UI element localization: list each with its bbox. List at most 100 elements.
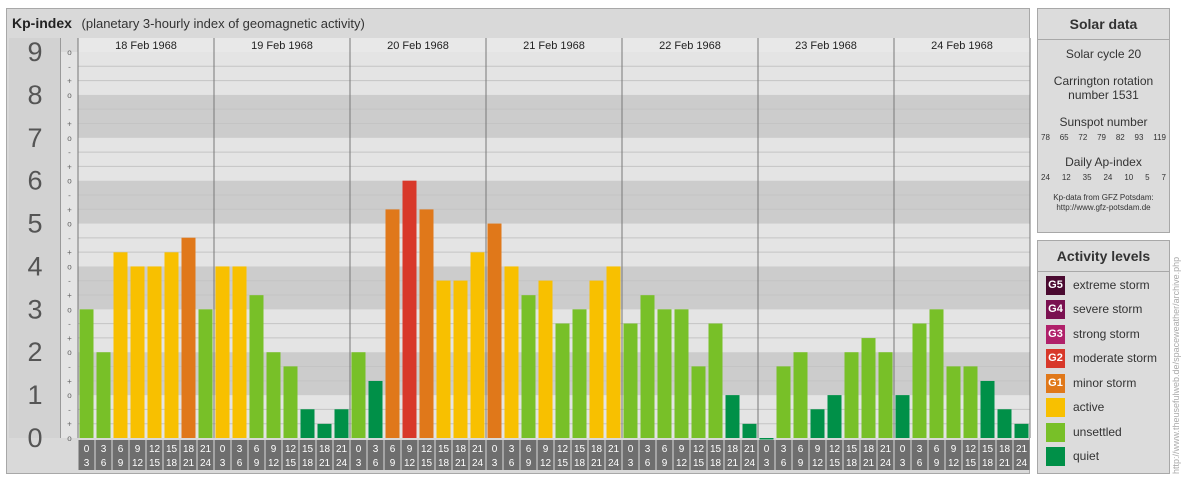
kp-bar (419, 209, 434, 438)
kp-bar (674, 309, 689, 438)
level-swatch: G3 (1046, 324, 1065, 344)
interval-start-label: 12 (965, 444, 977, 455)
interval-end-label: 21 (319, 458, 331, 469)
minor-tick-label: - (68, 191, 71, 200)
minor-tick-label: - (68, 320, 71, 329)
interval-end-label: 24 (608, 458, 620, 469)
y-tick-label: 3 (27, 294, 42, 324)
interval-box (435, 440, 452, 470)
interval-start-label: 12 (149, 444, 161, 455)
level-g4: G4 severe storm (1046, 299, 1142, 319)
kp-bar (215, 266, 230, 438)
minor-tick-label: o (67, 434, 72, 443)
interval-start-label: 0 (84, 444, 90, 455)
activity-levels-title: Activity levels (1038, 241, 1169, 272)
kp-bar (181, 237, 196, 438)
minor-tick-label: o (67, 348, 72, 357)
kp-bar (300, 409, 315, 438)
interval-box (894, 440, 911, 470)
sunspot-title: Sunspot number (1059, 115, 1148, 129)
kp-bar (249, 295, 264, 438)
interval-start-label: 6 (118, 444, 124, 455)
kp-bar (589, 280, 604, 438)
interval-start-label: 15 (166, 444, 178, 455)
level-g5: G5 extreme storm (1046, 275, 1150, 295)
source-link[interactable]: http://www.gfz-potsdam.de (1056, 203, 1151, 212)
interval-box (962, 440, 979, 470)
interval-box (418, 440, 435, 470)
interval-box (724, 440, 741, 470)
day-label: 18 Feb 1968 (115, 40, 177, 52)
ap-value: 35 (1082, 173, 1092, 182)
interval-box (690, 440, 707, 470)
solar-cycle: Solar cycle 20 (1065, 47, 1142, 61)
kp-chart: 0123456789o+-o+-o+-o+-o+-o+-o+-o+-o+-o18… (27, 37, 1031, 470)
interval-start-label: 21 (744, 444, 756, 455)
kp-bar (708, 323, 723, 438)
interval-start-label: 21 (1016, 444, 1028, 455)
ap-value: 24 (1103, 173, 1113, 182)
interval-start-label: 6 (526, 444, 532, 455)
interval-box (78, 440, 95, 470)
interval-end-label: 6 (101, 458, 107, 469)
kp-bar (436, 280, 451, 438)
interval-end-label: 24 (1016, 458, 1028, 469)
ap-value: 24 (1041, 173, 1050, 182)
day-label: 20 Feb 1968 (387, 40, 449, 52)
interval-start-label: 3 (101, 444, 107, 455)
interval-box (537, 440, 554, 470)
interval-box (316, 440, 333, 470)
kp-bar (929, 309, 944, 438)
minor-tick-label: o (67, 91, 72, 100)
kp-bar (1014, 423, 1029, 438)
kp-bar (232, 266, 247, 438)
minor-tick-label: + (67, 420, 72, 429)
interval-start-label: 3 (781, 444, 787, 455)
interval-end-label: 24 (880, 458, 892, 469)
kp-bar (623, 323, 638, 438)
kp-bar (980, 380, 995, 438)
interval-end-label: 15 (149, 458, 161, 469)
interval-start-label: 3 (373, 444, 379, 455)
interval-end-label: 12 (404, 458, 416, 469)
band (78, 180, 1030, 224)
level-label: minor storm (1073, 376, 1137, 390)
kp-bar (198, 309, 213, 438)
minor-tick-label: - (68, 148, 71, 157)
minor-tick-label: o (67, 262, 72, 271)
interval-end-label: 3 (628, 458, 634, 469)
interval-start-label: 21 (336, 444, 348, 455)
interval-end-label: 15 (421, 458, 433, 469)
interval-end-label: 21 (863, 458, 875, 469)
interval-start-label: 3 (645, 444, 651, 455)
kp-bar (640, 295, 655, 438)
interval-start-label: 15 (574, 444, 586, 455)
kp-bar (164, 252, 179, 438)
kp-bar (572, 309, 587, 438)
y-tick-label: 1 (27, 380, 42, 410)
interval-start-label: 0 (628, 444, 634, 455)
interval-start-label: 15 (710, 444, 722, 455)
interval-end-label: 21 (183, 458, 195, 469)
level-g3: G3 strong storm (1046, 324, 1140, 344)
interval-end-label: 24 (744, 458, 756, 469)
interval-box (792, 440, 809, 470)
level-label: unsettled (1073, 425, 1122, 439)
interval-box (214, 440, 231, 470)
kp-bar (487, 223, 502, 438)
interval-end-label: 18 (574, 458, 586, 469)
interval-start-label: 12 (829, 444, 841, 455)
interval-box (282, 440, 299, 470)
interval-box (95, 440, 112, 470)
kp-bar (470, 252, 485, 438)
kp-bar (402, 180, 417, 438)
level-label: extreme storm (1073, 278, 1150, 292)
kp-bar (844, 352, 859, 438)
carrington-line-1: Carrington rotation (1053, 74, 1154, 88)
minor-tick-label: - (68, 363, 71, 372)
interval-end-label: 9 (526, 458, 532, 469)
interval-start-label: 9 (815, 444, 821, 455)
interval-end-label: 12 (540, 458, 552, 469)
interval-start-label: 18 (999, 444, 1011, 455)
interval-box (112, 440, 129, 470)
